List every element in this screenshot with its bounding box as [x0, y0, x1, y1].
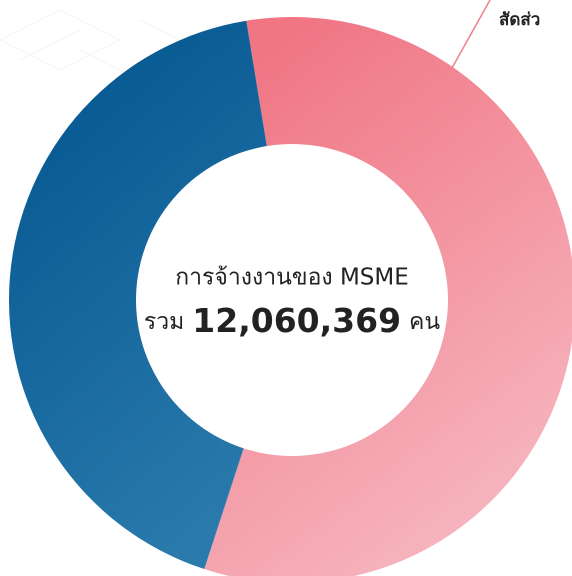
leader-line [451, 0, 491, 69]
center-total: รวม 12,060,369 คน [144, 301, 441, 340]
center-title: การจ้างงานของ MSME [175, 265, 409, 291]
donut-slice [204, 17, 572, 576]
annotation: สัดส่ว [499, 10, 540, 30]
center-unit: คน [409, 309, 440, 335]
donut-slice [9, 20, 267, 570]
center-number: 12,060,369 [192, 301, 401, 340]
center-prefix: รวม [144, 309, 184, 335]
